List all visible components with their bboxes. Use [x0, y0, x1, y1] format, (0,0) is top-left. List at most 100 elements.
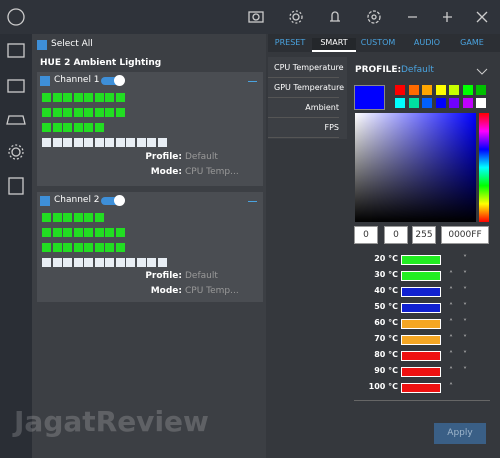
led — [94, 228, 104, 237]
led — [115, 108, 125, 117]
swatch[interactable] — [422, 85, 432, 95]
led — [42, 123, 51, 132]
led — [42, 138, 51, 147]
led — [84, 93, 93, 102]
temp-color[interactable] — [401, 255, 441, 265]
toggle-knob — [114, 75, 125, 86]
swatch[interactable] — [408, 98, 419, 108]
temp-label: 50 °C — [374, 302, 398, 311]
color-input[interactable]: 0 — [384, 226, 408, 244]
color-input[interactable]: 0000FF — [441, 226, 489, 244]
led — [73, 243, 83, 252]
swatch[interactable] — [462, 98, 473, 108]
side-nav — [0, 34, 32, 458]
temp-color[interactable] — [401, 335, 441, 345]
up-arrow: ˄ — [449, 318, 453, 327]
led — [105, 138, 114, 147]
led — [52, 108, 62, 117]
temp-color[interactable] — [401, 271, 441, 281]
temp-color[interactable] — [401, 383, 441, 393]
temp-color[interactable] — [401, 351, 441, 361]
chevron[interactable] — [476, 68, 488, 76]
swatch[interactable] — [476, 85, 486, 95]
swatch[interactable] — [476, 98, 486, 108]
swatch[interactable] — [395, 85, 405, 95]
temp-color[interactable] — [401, 287, 441, 297]
up-arrow: ˄ — [449, 382, 453, 391]
swatch[interactable] — [408, 85, 419, 95]
divider — [354, 400, 490, 401]
profile-value[interactable]: Default — [401, 65, 434, 75]
swatch[interactable] — [462, 85, 473, 95]
led — [52, 93, 62, 102]
mode-label: Mode: — [150, 286, 182, 296]
smart-mode[interactable]: CPU Temperature — [268, 58, 343, 78]
down-arrow: ˅ — [463, 270, 467, 279]
smart-mode[interactable]: FPS — [268, 118, 339, 138]
toggle[interactable] — [101, 197, 123, 205]
smart-mode[interactable]: Ambient — [268, 98, 339, 118]
icons — [6, 8, 488, 195]
swatch[interactable] — [449, 85, 459, 95]
led — [115, 228, 125, 237]
collapse[interactable] — [248, 81, 257, 82]
led — [73, 108, 83, 117]
up-arrow: ˄ — [449, 270, 453, 279]
mode-value: CPU Temp... — [185, 167, 239, 177]
tab[interactable]: PRESET — [274, 38, 306, 47]
tab[interactable]: CUSTOM — [360, 38, 396, 47]
led — [84, 213, 93, 222]
checkbox[interactable] — [40, 196, 50, 206]
tab[interactable]: AUDIO — [413, 38, 441, 47]
toggle[interactable] — [101, 77, 123, 85]
temp-color[interactable] — [401, 319, 441, 329]
down-arrow: ˅ — [463, 334, 467, 343]
led — [84, 138, 93, 147]
swatch[interactable] — [449, 98, 459, 108]
led — [84, 258, 93, 267]
swatch[interactable] — [395, 98, 405, 108]
temp-color[interactable] — [401, 367, 441, 377]
swatch[interactable] — [435, 85, 446, 95]
apply-button[interactable]: Apply — [434, 423, 486, 444]
led — [63, 123, 72, 132]
color-input[interactable]: 255 — [412, 226, 436, 244]
led — [42, 243, 51, 252]
smart-mode[interactable]: GPU Temperature — [268, 78, 344, 98]
led — [84, 243, 93, 252]
tab[interactable]: SMART — [312, 38, 356, 52]
led — [52, 123, 62, 132]
temp-label: 20 °C — [374, 254, 398, 263]
led — [126, 138, 135, 147]
select-all[interactable]: Select All — [51, 39, 93, 49]
temp-color[interactable] — [401, 303, 441, 313]
collapse[interactable] — [248, 201, 257, 202]
led — [105, 228, 114, 237]
swatch[interactable] — [435, 98, 446, 108]
led — [115, 243, 125, 252]
temp-label: 80 °C — [374, 350, 398, 359]
led — [42, 108, 51, 117]
up-arrow: ˄ — [449, 286, 453, 295]
hue-bar[interactable] — [479, 113, 489, 222]
mode-value: CPU Temp... — [185, 286, 239, 296]
led — [63, 93, 72, 102]
led — [73, 138, 83, 147]
checkbox[interactable] — [37, 40, 47, 50]
profile-value: Default — [185, 271, 218, 281]
led — [63, 138, 72, 147]
tab[interactable]: GAME — [460, 38, 484, 47]
temp-label: 30 °C — [374, 270, 398, 279]
temp-label: 40 °C — [374, 286, 398, 295]
led — [105, 243, 114, 252]
led — [42, 228, 51, 237]
checkbox[interactable] — [40, 76, 50, 86]
swatch[interactable] — [422, 98, 432, 108]
led — [73, 123, 83, 132]
color-input[interactable]: 0 — [354, 226, 378, 244]
channel-name: Channel 2 — [54, 195, 100, 205]
led — [136, 138, 146, 147]
led — [52, 138, 62, 147]
color-field[interactable] — [355, 113, 476, 222]
